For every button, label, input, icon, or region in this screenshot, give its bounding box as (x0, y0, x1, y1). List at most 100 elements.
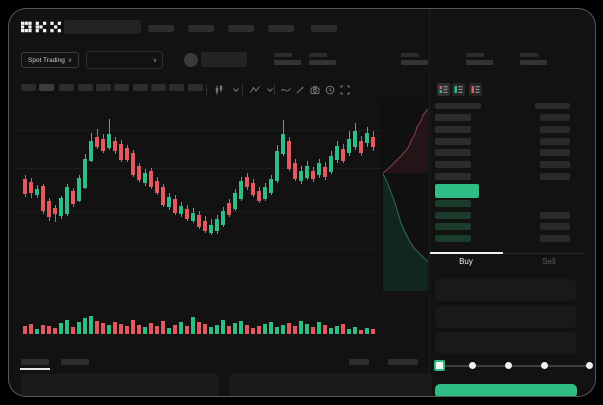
candle-body (371, 137, 375, 147)
volume-bar (119, 324, 123, 334)
timeframe-button[interactable] (21, 84, 36, 91)
timeframe-button[interactable] (78, 84, 93, 91)
nav-item-placeholder[interactable] (268, 25, 294, 32)
volume-bar (173, 325, 177, 334)
slider-stop[interactable] (505, 362, 512, 369)
stat-label-placeholder (520, 53, 538, 57)
line-tool-icon[interactable] (281, 85, 291, 95)
candle-body (287, 141, 291, 169)
candle-body (185, 209, 189, 219)
slider-handle[interactable] (434, 360, 445, 371)
slider-stop[interactable] (469, 362, 476, 369)
candle-body (323, 167, 327, 177)
book-both-icon[interactable] (437, 83, 450, 96)
toolbar-divider (274, 84, 275, 95)
candle-body (215, 219, 219, 231)
candle-body (275, 151, 279, 181)
nav-item-placeholder[interactable] (228, 25, 254, 32)
book-asks-icon[interactable] (469, 83, 482, 96)
okx-logo (21, 21, 61, 33)
ask-row[interactable] (430, 149, 580, 157)
bottom-bar-action-placeholder[interactable] (349, 359, 369, 365)
candle-type-icon[interactable] (214, 85, 224, 95)
bid-row[interactable] (430, 200, 580, 208)
volume-bar (221, 320, 225, 334)
volume-bar (77, 322, 81, 334)
volume-bar (23, 326, 27, 334)
buy-submit-button[interactable] (435, 384, 577, 396)
timeframe-button[interactable] (133, 84, 148, 91)
amount-field[interactable] (435, 306, 576, 328)
bottom-tab[interactable] (61, 359, 89, 365)
chevron-down-icon[interactable] (265, 85, 275, 95)
bid-row[interactable] (430, 223, 580, 231)
candle-body (239, 181, 243, 199)
ask-row[interactable] (430, 126, 580, 134)
stat-label-placeholder (466, 53, 484, 57)
ask-amount-bar (540, 114, 570, 121)
timeframe-button[interactable] (39, 84, 54, 91)
candle-body (191, 213, 195, 221)
timeframe-button[interactable] (169, 84, 184, 91)
ask-price-bar (435, 161, 471, 168)
volume-bar (113, 322, 117, 334)
fullscreen-icon[interactable] (340, 85, 350, 95)
candle-body (23, 179, 27, 194)
camera-icon[interactable] (310, 85, 320, 95)
pair-select-dropdown[interactable]: ∨ (86, 51, 163, 69)
ask-amount-bar (540, 161, 570, 168)
candle-body (113, 141, 117, 151)
search-input[interactable] (64, 20, 141, 34)
stat-value-placeholder (309, 60, 336, 65)
stat-label-placeholder (401, 53, 419, 57)
candle-body (203, 221, 207, 231)
bid-row[interactable] (430, 235, 580, 243)
ask-row[interactable] (430, 173, 580, 181)
draw-tool-icon[interactable] (295, 85, 305, 95)
candle-body (347, 139, 351, 153)
ask-row[interactable] (430, 114, 580, 122)
volume-bar (161, 321, 165, 334)
timeframe-button[interactable] (96, 84, 111, 91)
candle-body (317, 163, 321, 175)
volume-bar (269, 322, 273, 334)
bottom-bar-action-placeholder[interactable] (388, 359, 418, 365)
bottom-tab[interactable] (21, 359, 49, 365)
chevron-down-icon[interactable] (231, 85, 241, 95)
volume-bar (95, 321, 99, 334)
timeframe-button[interactable] (59, 84, 74, 91)
nav-item-placeholder[interactable] (148, 25, 174, 32)
candle-body (155, 181, 159, 193)
candle-body (221, 211, 225, 225)
ask-price-bar (435, 114, 471, 121)
bid-amount-bar (540, 235, 570, 242)
slider-stop[interactable] (541, 362, 548, 369)
history-icon[interactable] (325, 85, 335, 95)
candle-body (293, 163, 297, 179)
ask-amount-bar (540, 138, 570, 145)
tab-buy[interactable]: Buy (459, 257, 473, 266)
ask-row[interactable] (430, 138, 580, 146)
timeframe-button[interactable] (114, 84, 129, 91)
timeframe-button[interactable] (151, 84, 166, 91)
nav-item-placeholder[interactable] (188, 25, 214, 32)
volume-bar (65, 320, 69, 334)
slider-stop[interactable] (586, 362, 593, 369)
candle-body (65, 187, 69, 214)
ask-row[interactable] (430, 161, 580, 169)
market-type-selector[interactable]: Spot Trading ∨ (21, 52, 80, 68)
candle-body (83, 159, 87, 188)
bid-row[interactable] (430, 212, 580, 220)
stat-value-placeholder (466, 60, 493, 65)
timeframe-button[interactable] (188, 84, 203, 91)
candle-body (173, 199, 177, 213)
ask-price-bar (435, 126, 471, 133)
bid-amount-bar (540, 223, 570, 230)
price-field[interactable] (435, 279, 576, 301)
book-bids-icon[interactable] (452, 83, 465, 96)
tab-sell[interactable]: Sell (542, 257, 556, 266)
nav-item-placeholder[interactable] (311, 25, 337, 32)
total-field[interactable] (435, 332, 576, 354)
indicators-icon[interactable] (250, 85, 260, 95)
amount-slider-track[interactable] (439, 365, 589, 367)
